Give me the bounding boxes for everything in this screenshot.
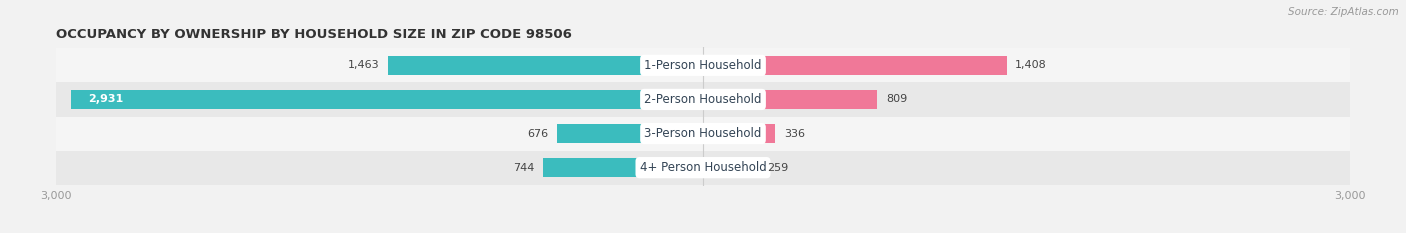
- Bar: [56, 82, 1350, 116]
- Bar: [703, 90, 877, 109]
- Bar: [388, 56, 703, 75]
- Text: 4+ Person Household: 4+ Person Household: [640, 161, 766, 174]
- Text: 1,463: 1,463: [347, 60, 380, 70]
- Bar: [543, 158, 703, 177]
- Bar: [703, 56, 1007, 75]
- Bar: [72, 90, 703, 109]
- Text: 1,408: 1,408: [1015, 60, 1047, 70]
- Text: 2-Person Household: 2-Person Household: [644, 93, 762, 106]
- Text: Source: ZipAtlas.com: Source: ZipAtlas.com: [1288, 7, 1399, 17]
- Text: OCCUPANCY BY OWNERSHIP BY HOUSEHOLD SIZE IN ZIP CODE 98506: OCCUPANCY BY OWNERSHIP BY HOUSEHOLD SIZE…: [56, 28, 572, 41]
- Text: 676: 676: [527, 129, 548, 139]
- Text: 744: 744: [513, 163, 534, 173]
- Text: 2,931: 2,931: [89, 94, 124, 104]
- Bar: [703, 158, 759, 177]
- Bar: [56, 151, 1350, 185]
- Text: 1-Person Household: 1-Person Household: [644, 59, 762, 72]
- Bar: [557, 124, 703, 143]
- Text: 336: 336: [785, 129, 806, 139]
- Bar: [703, 124, 776, 143]
- Text: 809: 809: [886, 94, 907, 104]
- Bar: [56, 116, 1350, 151]
- Text: 259: 259: [768, 163, 789, 173]
- Text: 3-Person Household: 3-Person Household: [644, 127, 762, 140]
- Bar: [56, 48, 1350, 82]
